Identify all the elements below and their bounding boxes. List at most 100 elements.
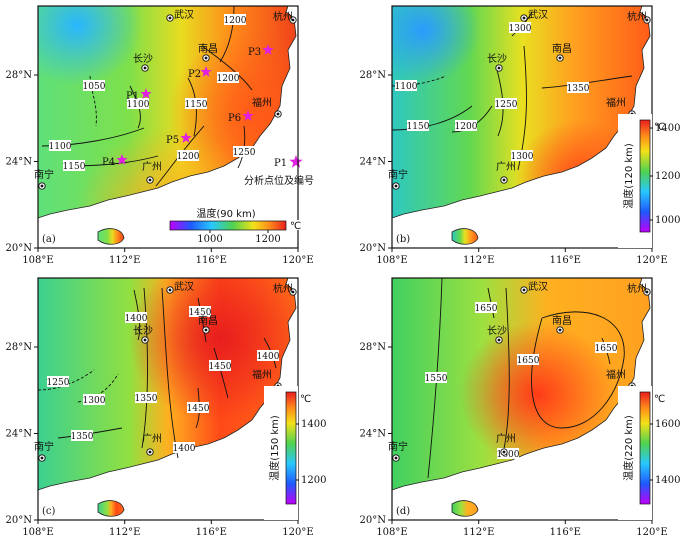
contour-label-bg [595,342,617,353]
hainan-island [451,500,479,517]
contour-label-bg [185,98,207,109]
colorbar: ℃ 温度(220 km) 1600 1400 [618,386,680,520]
city-marker-dot [143,66,147,70]
x-tick-label: 112°E [463,255,494,266]
colorbar-tick-label: 1400 [301,419,326,430]
colorbar-title: 温度(150 km) [268,415,281,481]
contour-line [391,75,447,87]
contour-label: 1300 [511,152,534,162]
colorbar: ℃ 温度(150 km) 1400 1200 [264,386,326,520]
colorbar-ramp [639,119,651,233]
city-marker-dot [497,338,501,342]
colorbar-title: 温度(120 km) [622,143,635,209]
colorbar-tick-label: 1200 [655,171,680,182]
contour-label: 1450 [189,308,212,318]
contour-label: 1650 [595,344,618,354]
x-tick-label: 108°E [22,255,53,266]
contour-label-bg [233,146,255,157]
x-tick-label: 116°E [196,527,227,538]
city-label: 南昌 [552,314,572,327]
x-tick-label: 120°E [636,255,667,266]
city-label: 福州 [606,96,626,109]
contour-label: 1200 [224,16,247,26]
contour-label-bg [125,312,147,323]
x-tick-label: 120°E [282,255,313,266]
city-label: 南宁 [388,440,408,453]
city-label: 武汉 [528,280,548,293]
city-label: 南宁 [34,168,54,181]
city-marker-dot [143,338,147,342]
contour-label-bg [63,160,85,171]
city-label: 杭州 [627,282,647,295]
y-tick-label: 24°N [360,157,387,168]
colorbar-unit: ℃ [654,122,665,133]
panel-a: 1050 1100 1100 1150 1150 1200 1200 1200 1250 武汉 杭州… [6,5,314,266]
contour-label: 1450 [187,404,210,414]
contour-label-bg [173,442,195,453]
x-tick-label: 112°E [109,255,140,266]
colorbar-ramp [639,391,651,505]
city-label: 武汉 [174,8,194,21]
contour-line [77,373,119,403]
city-label: 长沙 [133,53,153,65]
city-marker-dot [645,290,649,294]
city-label: 杭州 [273,282,293,295]
contour-label-bg [83,80,105,91]
city-label: 南宁 [34,440,54,453]
x-tick-label: 120°E [282,527,313,538]
axis-ticks: 108°E 112°E 116°E 120°E 20°N 24°N 28°N [360,70,668,266]
city-label: 广州 [142,433,162,445]
city-marker-dot [291,18,295,22]
colorbar-title: 温度(220 km) [622,415,635,481]
y-tick-label: 24°N [6,429,33,440]
city-label: 长沙 [487,325,507,337]
contour-label: 1100 [127,100,150,110]
city-label: 杭州 [627,10,647,23]
city-label: 福州 [606,368,626,381]
contour-label: 1150 [63,162,86,172]
contour-label: 1400 [173,444,196,454]
contour-label-bg [127,98,149,109]
axis-ticks: 108°E 112°E 116°E 120°E 20°N 24°N 28°N [6,70,314,266]
contour-label-bg [425,372,447,383]
contour-label-bg [47,376,69,387]
y-tick-label: 28°N [360,70,387,81]
contour-label: 1100 [49,142,72,152]
contour-label: 1200 [177,152,200,162]
contour-label-bg [495,98,517,109]
colorbar-tick-label: 1200 [255,234,280,245]
city-marker-dot [645,18,649,22]
contour-line [531,311,625,429]
contour-label-bg [135,392,157,403]
contour-label: 1650 [475,304,498,314]
x-tick-label: 112°E [463,527,494,538]
city-marker-dot [394,184,398,188]
contour-label: 1200 [217,74,240,84]
contour-label: 1400 [125,314,148,324]
colorbar-title: 温度(90 km) [196,207,255,220]
city-marker-dot [40,456,44,460]
analysis-point-label: P6 [228,113,241,124]
temperature-field [38,6,296,218]
contour-label: 1300 [83,396,106,406]
panel-tag: (a) [42,234,56,245]
city-label: 南昌 [552,42,572,55]
city-marker-dot [502,450,506,454]
city-label: 广州 [496,161,516,173]
contour-label: 1400 [257,352,280,362]
x-tick-label: 108°E [376,255,407,266]
analysis-point-star [116,154,128,165]
city-label: 南昌 [198,42,218,55]
contour-label-bg [224,14,246,25]
colorbar-tick-label: 1000 [655,215,680,226]
colorbar-unit: ℃ [300,394,311,405]
contour-line [219,5,235,63]
contour-line [213,347,229,399]
coastline [37,5,297,219]
city-label: 南昌 [198,314,218,327]
contour-label-bg [509,22,531,33]
contour-label: 1250 [47,378,70,388]
contour-label-bg [517,354,539,365]
